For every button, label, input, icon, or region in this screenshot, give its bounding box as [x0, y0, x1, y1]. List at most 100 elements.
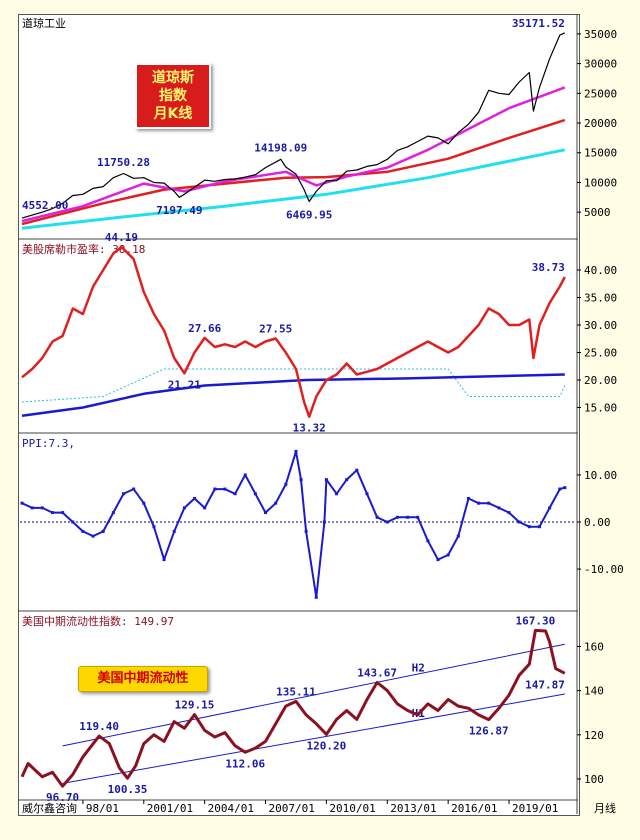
y-tick-label: 20.00: [584, 374, 617, 387]
ppi-point: [20, 501, 24, 505]
value-label: 135.11: [276, 685, 316, 698]
ppi-point: [203, 506, 207, 510]
x-tick-label: 2010/01: [329, 802, 375, 815]
badge-line-3: 月K线: [153, 106, 193, 122]
ppi-point: [477, 501, 481, 505]
shiller-pe-line: [21, 245, 566, 418]
ppi-point: [324, 478, 328, 482]
ppi-point: [487, 501, 491, 505]
ppi-point: [563, 486, 567, 490]
value-label: 44.19: [105, 231, 138, 244]
ppi-point: [193, 496, 197, 500]
ppi-point: [375, 515, 379, 519]
x-tick-label: 2019/01: [512, 802, 558, 815]
ppi-point: [507, 511, 511, 515]
value-label: 11750.28: [97, 156, 150, 169]
trendline-h1: [62, 693, 565, 784]
ppi-point: [548, 506, 552, 510]
ppi-point: [299, 478, 303, 482]
ppi-point: [355, 468, 359, 472]
ppi-point: [304, 529, 308, 533]
y-tick-label: 15000: [584, 147, 617, 160]
ppi-point: [182, 506, 186, 510]
ppi-point: [50, 511, 54, 515]
dow-monthly-badge: 道琼斯 指数 月K线: [135, 63, 211, 129]
y-tick-label: 5000: [584, 206, 611, 219]
ppi-point: [162, 558, 166, 562]
ppi-point: [243, 473, 247, 477]
ppi-point: [314, 595, 318, 599]
ppi-point: [132, 487, 136, 491]
ppi-point: [101, 529, 105, 533]
value-label: 27.66: [188, 322, 221, 335]
ppi-point: [284, 482, 288, 486]
value-label: 100.35: [108, 783, 148, 796]
ppi-point: [81, 529, 85, 533]
y-tick-label: 35000: [584, 28, 617, 41]
ppi-point: [61, 511, 65, 515]
value-label: 38.73: [532, 261, 565, 274]
ppi-point: [456, 534, 460, 538]
x-tick-label: 2004/01: [208, 802, 254, 815]
y-tick-label: 20000: [584, 117, 617, 130]
y-tick-label: 30.00: [584, 319, 617, 332]
ppi-line: [21, 450, 566, 599]
ppi-point: [497, 506, 501, 510]
ma-short-line: [21, 86, 566, 223]
y-tick-label: 140: [584, 685, 604, 698]
value-label: 14198.09: [254, 142, 307, 155]
y-tick-label: 10000: [584, 176, 617, 189]
ma-mid-line: [21, 118, 566, 226]
pe-average-line: [21, 373, 565, 418]
value-label: 4552.00: [22, 199, 68, 212]
liquidity-badge-label: 美国中期流动性: [97, 671, 189, 686]
x-tick-label: 2016/01: [451, 802, 497, 815]
value-label: 120.20: [307, 739, 347, 752]
ma-long-line: [21, 148, 566, 230]
value-label: 35171.52: [512, 17, 565, 30]
ppi-point: [111, 511, 115, 515]
ppi-point: [345, 478, 349, 482]
y-tick-label: 40.00: [584, 264, 617, 277]
ppi-point: [385, 520, 389, 524]
y-tick-label: 15.00: [584, 402, 617, 415]
x-tick-label: 98/01: [86, 802, 119, 815]
value-label: 147.87: [525, 678, 565, 691]
value-label: 112.06: [225, 757, 265, 770]
y-tick-label: 0.00: [584, 516, 611, 529]
period-label: 月线: [594, 801, 616, 815]
value-label: 143.67: [357, 667, 397, 680]
y-tick-label: 30000: [584, 58, 617, 71]
panel-title: 道琼工业: [22, 16, 66, 30]
value-label: 13.32: [293, 422, 326, 435]
trendline-h2: [62, 643, 565, 747]
ppi-point: [527, 525, 531, 529]
badge-line-1: 道琼斯: [152, 70, 194, 86]
y-tick-label: 35.00: [584, 292, 617, 305]
ppi-point: [446, 553, 450, 557]
liquidity-badge: 美国中期流动性: [78, 666, 208, 692]
badge-line-2: 指数: [159, 88, 187, 104]
y-tick-label: 10.00: [584, 469, 617, 482]
ppi-point: [172, 529, 176, 533]
ppi-point: [335, 492, 339, 496]
ppi-point: [253, 492, 257, 496]
value-label: 167.30: [516, 614, 556, 627]
ppi-point: [558, 487, 562, 491]
ppi-point: [517, 520, 521, 524]
ppi-point: [223, 487, 227, 491]
value-label: 27.55: [259, 322, 292, 335]
ppi-point: [294, 449, 298, 453]
ppi-point: [71, 520, 75, 524]
liquidity-line: [20, 628, 566, 788]
ppi-point: [91, 534, 95, 538]
value-label: 129.15: [175, 699, 215, 712]
y-tick-label: -10.00: [584, 563, 624, 576]
ppi-point: [365, 492, 369, 496]
ppi-point: [406, 515, 410, 519]
ppi-point: [264, 511, 268, 515]
panel-title: PPI:7.3,: [22, 437, 75, 450]
ppi-point: [426, 539, 430, 543]
